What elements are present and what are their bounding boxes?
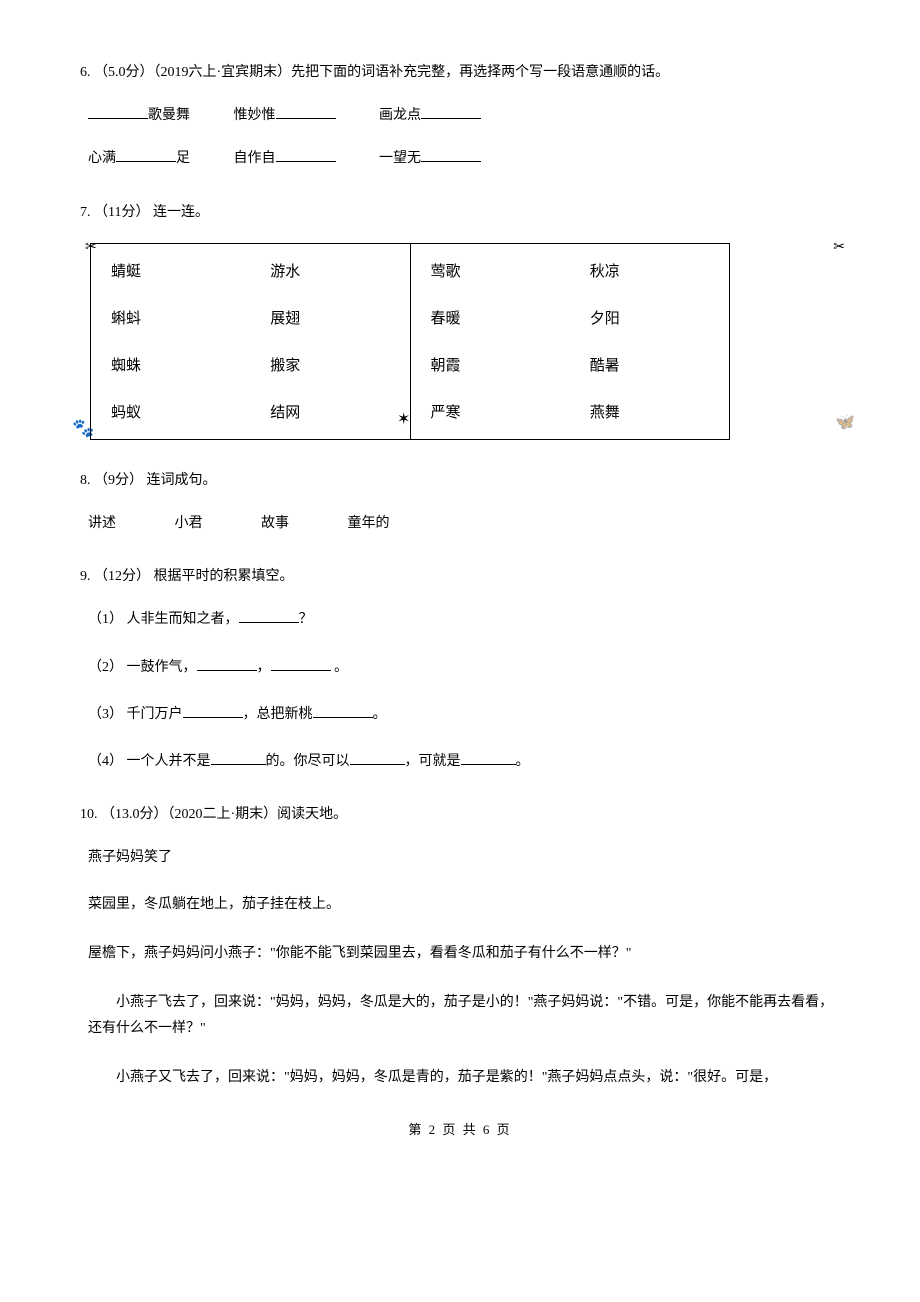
text: 一望无 <box>379 151 421 166</box>
blank-input[interactable] <box>276 103 336 119</box>
q9-header: 9. （12分） 根据平时的积累填空。 <box>80 564 840 589</box>
q10-para4: 小燕子又飞去了，回来说："妈妈，妈妈，冬瓜是青的，茄子是紫的！"燕子妈妈点点头，… <box>80 1065 840 1092</box>
blank-input[interactable] <box>88 103 148 119</box>
text: （1） 人非生而知之者， <box>88 612 239 627</box>
blank-input[interactable] <box>116 146 176 162</box>
word-item: 讲述 <box>88 511 116 536</box>
fill-item: 自作自 <box>234 146 336 171</box>
match-cell[interactable]: 酷暑 <box>570 343 730 390</box>
blank-input[interactable] <box>313 702 373 718</box>
match-cell[interactable]: 展翅 <box>250 296 410 343</box>
match-cell[interactable]: 蜻蜓 <box>91 243 251 296</box>
text: 心满 <box>88 151 116 166</box>
match-table-container: ✂ ✂ 🐾 ✶ 🦋 蜻蜓 游水 莺歌 秋凉 蝌蚪 展翅 春暖 夕阳 蜘蛛 搬家 … <box>90 243 840 440</box>
text: 。 <box>331 660 349 675</box>
text: 的。你尽可以 <box>266 754 350 769</box>
question-10: 10. （13.0分）（2020二上·期末）阅读天地。 燕子妈妈笑了 菜园里，冬… <box>80 802 840 1091</box>
match-cell[interactable]: 朝霞 <box>410 343 570 390</box>
match-cell[interactable]: 燕舞 <box>570 390 730 440</box>
match-cell[interactable]: 蜘蛛 <box>91 343 251 390</box>
q7-header: 7. （11分） 连一连。 <box>80 200 840 225</box>
match-cell[interactable]: 结网 <box>250 390 410 440</box>
text: 自作自 <box>234 151 276 166</box>
q9-sub3: （3） 千门万户 ，总把新桃 。 <box>80 702 840 727</box>
q6-row2: 心满 足 自作自 一望无 <box>80 146 840 171</box>
q6-header: 6. （5.0分）（2019六上·宜宾期末）先把下面的词语补充完整，再选择两个写… <box>80 60 840 85</box>
q8-words: 讲述 小君 故事 童年的 <box>80 511 840 536</box>
q10-para3: 小燕子飞去了，回来说："妈妈，妈妈，冬瓜是大的，茄子是小的！"燕子妈妈说："不错… <box>80 990 840 1043</box>
match-cell[interactable]: 严寒 <box>410 390 570 440</box>
fill-item: 惟妙惟 <box>234 103 336 128</box>
word-item: 小君 <box>175 511 203 536</box>
table-row: 蜻蜓 游水 莺歌 秋凉 <box>91 243 730 296</box>
page-footer: 第 2 页 共 6 页 <box>80 1119 840 1138</box>
match-cell[interactable]: 游水 <box>250 243 410 296</box>
question-9: 9. （12分） 根据平时的积累填空。 （1） 人非生而知之者， ？ （2） 一鼓… <box>80 564 840 774</box>
blank-input[interactable] <box>239 607 299 623</box>
text: 画龙点 <box>379 108 421 123</box>
question-8: 8. （9分） 连词成句。 讲述 小君 故事 童年的 <box>80 468 840 536</box>
match-cell[interactable]: 夕阳 <box>570 296 730 343</box>
blank-input[interactable] <box>271 655 331 671</box>
blank-input[interactable] <box>461 749 516 765</box>
word-item: 童年的 <box>348 511 390 536</box>
match-cell[interactable]: 蝌蚪 <box>91 296 251 343</box>
match-cell[interactable]: 秋凉 <box>570 243 730 296</box>
match-cell[interactable]: 搬家 <box>250 343 410 390</box>
text: 。 <box>516 754 530 769</box>
text: ， <box>257 660 271 675</box>
text: ，可就是 <box>405 754 461 769</box>
text: （4） 一个人并不是 <box>88 754 211 769</box>
blank-input[interactable] <box>421 103 481 119</box>
q9-sub4: （4） 一个人并不是 的。你尽可以 ，可就是 。 <box>80 749 840 774</box>
q10-para2: 屋檐下，燕子妈妈问小燕子："你能不能飞到菜园里去，看看冬瓜和茄子有什么不一样？" <box>80 941 840 968</box>
table-row: 蜘蛛 搬家 朝霞 酷暑 <box>91 343 730 390</box>
text: ？ <box>299 612 313 627</box>
q10-para1: 菜园里，冬瓜躺在地上，茄子挂在枝上。 <box>80 892 840 919</box>
blank-input[interactable] <box>276 146 336 162</box>
question-6: 6. （5.0分）（2019六上·宜宾期末）先把下面的词语补充完整，再选择两个写… <box>80 60 840 172</box>
q8-header: 8. （9分） 连词成句。 <box>80 468 840 493</box>
fill-item: 画龙点 <box>379 103 481 128</box>
match-cell[interactable]: 莺歌 <box>410 243 570 296</box>
fill-item: 歌曼舞 <box>88 103 190 128</box>
q9-sub2: （2） 一鼓作气， ， 。 <box>80 655 840 680</box>
text: 足 <box>176 151 190 166</box>
match-cell[interactable]: 春暖 <box>410 296 570 343</box>
blank-input[interactable] <box>197 655 257 671</box>
text: ，总把新桃 <box>243 707 313 722</box>
question-7: 7. （11分） 连一连。 ✂ ✂ 🐾 ✶ 🦋 蜻蜓 游水 莺歌 秋凉 蝌蚪 展… <box>80 200 840 440</box>
table-row: 蚂蚁 结网 严寒 燕舞 <box>91 390 730 440</box>
text: （2） 一鼓作气， <box>88 660 197 675</box>
blank-input[interactable] <box>183 702 243 718</box>
fill-item: 一望无 <box>379 146 481 171</box>
q10-title: 燕子妈妈笑了 <box>80 845 840 870</box>
word-item: 故事 <box>261 511 289 536</box>
table-row: 蝌蚪 展翅 春暖 夕阳 <box>91 296 730 343</box>
text: 惟妙惟 <box>234 108 276 123</box>
match-table: 蜻蜓 游水 莺歌 秋凉 蝌蚪 展翅 春暖 夕阳 蜘蛛 搬家 朝霞 酷暑 蚂蚁 结… <box>90 243 730 440</box>
text: 歌曼舞 <box>148 108 190 123</box>
fill-item: 心满 足 <box>88 146 190 171</box>
match-cell[interactable]: 蚂蚁 <box>91 390 251 440</box>
deco-icon: 🦋 <box>835 409 855 438</box>
q10-header: 10. （13.0分）（2020二上·期末）阅读天地。 <box>80 802 840 827</box>
deco-icon: ✂ <box>833 235 845 260</box>
blank-input[interactable] <box>350 749 405 765</box>
q6-row1: 歌曼舞 惟妙惟 画龙点 <box>80 103 840 128</box>
blank-input[interactable] <box>421 146 481 162</box>
text: （3） 千门万户 <box>88 707 183 722</box>
q9-sub1: （1） 人非生而知之者， ？ <box>80 607 840 632</box>
blank-input[interactable] <box>211 749 266 765</box>
text: 。 <box>373 707 387 722</box>
